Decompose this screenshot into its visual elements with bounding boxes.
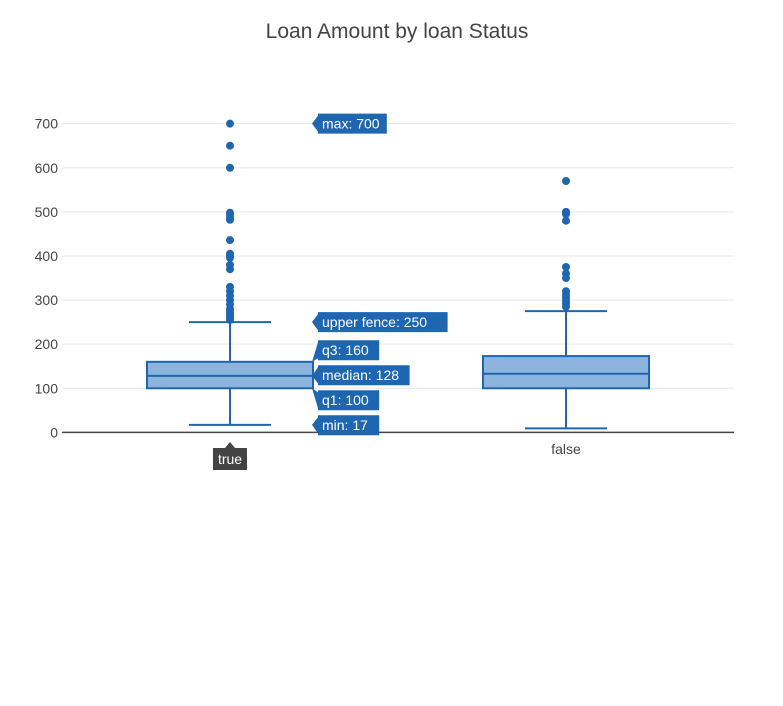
hover-label-text: min: 17: [322, 417, 368, 433]
box-true-outlier-point[interactable]: [226, 315, 234, 324]
x-axis-hover-label-box: [213, 442, 247, 470]
x-axis-hover-label-text: true: [218, 451, 242, 467]
box-false-outlier-point[interactable]: [562, 263, 570, 271]
box-true-outlier-point[interactable]: [226, 265, 234, 274]
y-tick-label: 400: [35, 248, 59, 264]
x-tick-label-false: false: [551, 441, 581, 457]
hover-label-box: [312, 365, 410, 386]
box-true-outlier-point[interactable]: [226, 236, 234, 245]
y-tick-label: 600: [35, 160, 59, 176]
y-tick-label: 500: [35, 204, 59, 220]
hover-label-box: [312, 113, 387, 134]
box-false-outlier-point[interactable]: [562, 274, 570, 283]
hover-label-text: q3: 160: [322, 342, 369, 358]
y-tick-label: 700: [35, 116, 59, 132]
hover-label-box: [312, 312, 448, 333]
box-false-outlier-point[interactable]: [562, 177, 570, 185]
hover-label-text: max: 700: [322, 116, 380, 132]
box-true-outlier-point[interactable]: [226, 253, 234, 262]
box-true-outlier-point[interactable]: [226, 163, 234, 172]
box-false-outlier-point[interactable]: [562, 210, 570, 219]
hover-label-text: median: 128: [322, 367, 399, 383]
hover-label-box: [312, 340, 380, 362]
box-true-outlier-point[interactable]: [226, 215, 234, 224]
y-tick-label: 100: [35, 380, 59, 396]
box-true-outlier-point[interactable]: [226, 141, 234, 150]
box-true-outlier-point[interactable]: [226, 119, 234, 128]
chart-title: Loan Amount by loan Status: [266, 20, 529, 43]
y-tick-label: 300: [35, 292, 59, 308]
box-false-outlier-point[interactable]: [562, 302, 570, 311]
hover-label-text: q1: 100: [322, 392, 369, 408]
y-tick-label: 200: [35, 336, 59, 352]
hover-label-box: [312, 415, 380, 436]
hover-label-box: [312, 388, 380, 411]
box-false-iqr-box[interactable]: [482, 355, 650, 390]
box-false-outlier-point[interactable]: [562, 216, 570, 225]
y-tick-label: 0: [50, 424, 58, 440]
hover-label-text: upper fence: 250: [322, 314, 427, 330]
